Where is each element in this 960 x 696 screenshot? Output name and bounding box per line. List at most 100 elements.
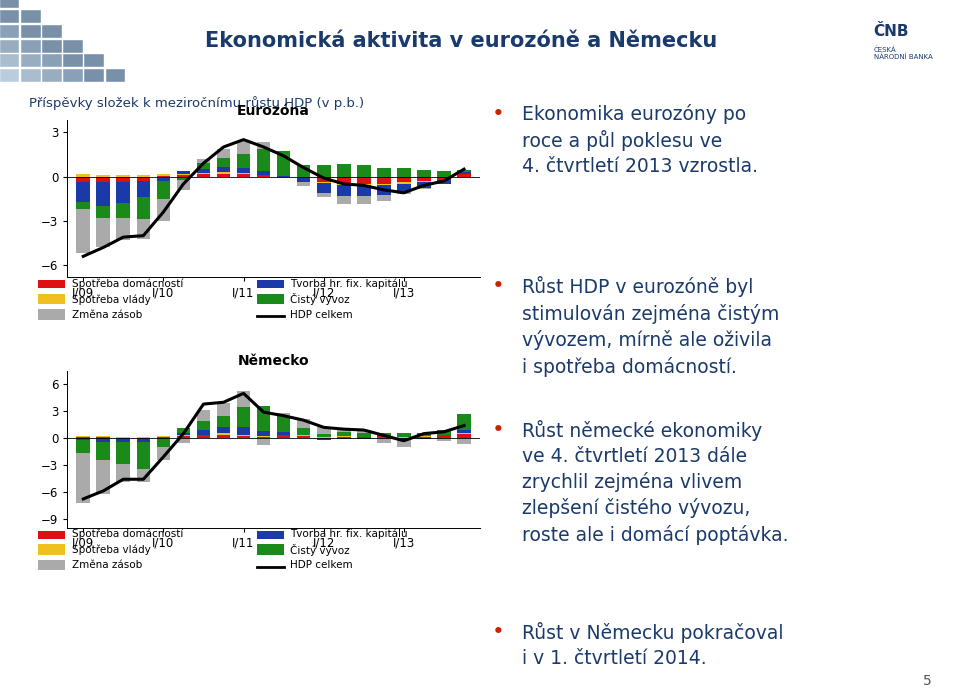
Text: ČESKÁ
NÁRODNÍ BANKA: ČESKÁ NÁRODNÍ BANKA bbox=[874, 47, 932, 61]
Text: ČNB: ČNB bbox=[874, 24, 909, 39]
Bar bbox=[217, 403, 230, 416]
Bar bbox=[457, 433, 470, 434]
Bar bbox=[177, 436, 190, 438]
Bar bbox=[317, 182, 330, 183]
Bar bbox=[106, 69, 125, 82]
Bar bbox=[337, 164, 350, 177]
Bar bbox=[317, 183, 330, 193]
Text: Spotřeba vlády: Spotřeba vlády bbox=[72, 544, 151, 555]
Bar bbox=[156, 177, 170, 181]
Bar bbox=[217, 433, 230, 434]
Bar bbox=[257, 544, 283, 555]
Bar bbox=[38, 294, 65, 304]
Bar bbox=[276, 151, 291, 176]
Bar bbox=[156, 199, 170, 221]
Bar bbox=[77, 440, 90, 453]
Bar bbox=[217, 416, 230, 427]
Bar bbox=[177, 428, 190, 433]
Text: Ekonomika eurozóny po
roce a půl poklesu ve
4. čtvrtletí 2013 vzrostla.: Ekonomika eurozóny po roce a půl poklesu… bbox=[521, 104, 757, 176]
Bar bbox=[417, 437, 431, 438]
Bar bbox=[256, 149, 271, 171]
Bar bbox=[0, 25, 19, 38]
Bar bbox=[397, 168, 411, 177]
Bar bbox=[297, 419, 310, 428]
Bar bbox=[96, 175, 110, 177]
Bar bbox=[237, 155, 251, 168]
Bar bbox=[457, 438, 470, 444]
Text: Tvorba hr. fix. kapitálu: Tvorba hr. fix. kapitálu bbox=[290, 278, 408, 289]
Bar bbox=[197, 169, 210, 173]
Bar bbox=[136, 175, 150, 177]
Bar bbox=[136, 177, 150, 181]
Bar bbox=[197, 164, 210, 169]
Bar bbox=[297, 165, 310, 177]
Bar bbox=[237, 436, 251, 438]
Bar bbox=[84, 69, 104, 82]
Bar bbox=[276, 432, 291, 434]
Text: Růst v Německu pokračoval
i v 1. čtvrtletí 2014.: Růst v Německu pokračoval i v 1. čtvrtle… bbox=[521, 622, 783, 668]
Bar bbox=[0, 69, 19, 82]
Bar bbox=[317, 166, 330, 177]
Bar bbox=[237, 427, 251, 436]
Bar bbox=[337, 196, 350, 204]
Text: Změna zásob: Změna zásob bbox=[72, 560, 142, 571]
Bar bbox=[437, 434, 451, 436]
Text: Růst německé ekonomiky
ve 4. čtvrtletí 2013 dále
zrychlil zejména vlivem
zlepšen: Růst německé ekonomiky ve 4. čtvrtletí 2… bbox=[521, 420, 788, 545]
Bar bbox=[156, 447, 170, 461]
Bar bbox=[397, 439, 411, 447]
Bar bbox=[136, 197, 150, 219]
Bar bbox=[297, 177, 310, 178]
Bar bbox=[0, 0, 19, 8]
Bar bbox=[77, 437, 90, 438]
Bar bbox=[457, 414, 470, 430]
Bar bbox=[156, 176, 170, 177]
Bar bbox=[21, 25, 40, 38]
Bar bbox=[77, 182, 90, 202]
Bar bbox=[297, 428, 310, 436]
Bar bbox=[257, 528, 283, 539]
Bar bbox=[0, 54, 19, 68]
Bar bbox=[317, 427, 330, 434]
Bar bbox=[357, 185, 371, 196]
Bar bbox=[377, 195, 391, 201]
Bar bbox=[297, 436, 310, 438]
Bar bbox=[177, 175, 190, 177]
Bar bbox=[21, 40, 40, 53]
Bar bbox=[297, 182, 310, 186]
Bar bbox=[38, 544, 65, 555]
Bar bbox=[397, 191, 411, 194]
Bar bbox=[377, 168, 391, 177]
Bar bbox=[136, 468, 150, 482]
Bar bbox=[116, 438, 131, 442]
Bar bbox=[397, 433, 411, 437]
Bar bbox=[96, 177, 110, 182]
Bar bbox=[0, 40, 19, 53]
Bar bbox=[256, 406, 271, 431]
Bar bbox=[116, 437, 131, 438]
Bar bbox=[337, 184, 350, 185]
Text: Změna zásob: Změna zásob bbox=[72, 310, 142, 320]
Text: •: • bbox=[492, 276, 505, 296]
Bar bbox=[437, 436, 451, 438]
Bar bbox=[397, 184, 411, 191]
Bar bbox=[257, 294, 283, 304]
Bar bbox=[197, 411, 210, 421]
Bar bbox=[197, 430, 210, 434]
Bar bbox=[276, 434, 291, 436]
Bar bbox=[38, 560, 65, 570]
Bar bbox=[417, 170, 431, 177]
Bar bbox=[63, 40, 83, 53]
Bar bbox=[38, 309, 65, 319]
Bar bbox=[337, 436, 350, 437]
Bar bbox=[377, 185, 391, 195]
Bar bbox=[217, 149, 230, 158]
Bar bbox=[256, 438, 271, 445]
Bar bbox=[317, 438, 330, 440]
Bar bbox=[297, 178, 310, 182]
Bar bbox=[256, 175, 271, 177]
Bar bbox=[457, 177, 470, 178]
Bar bbox=[237, 141, 251, 155]
Bar bbox=[96, 437, 110, 438]
Bar bbox=[377, 433, 391, 436]
Bar bbox=[156, 438, 170, 447]
